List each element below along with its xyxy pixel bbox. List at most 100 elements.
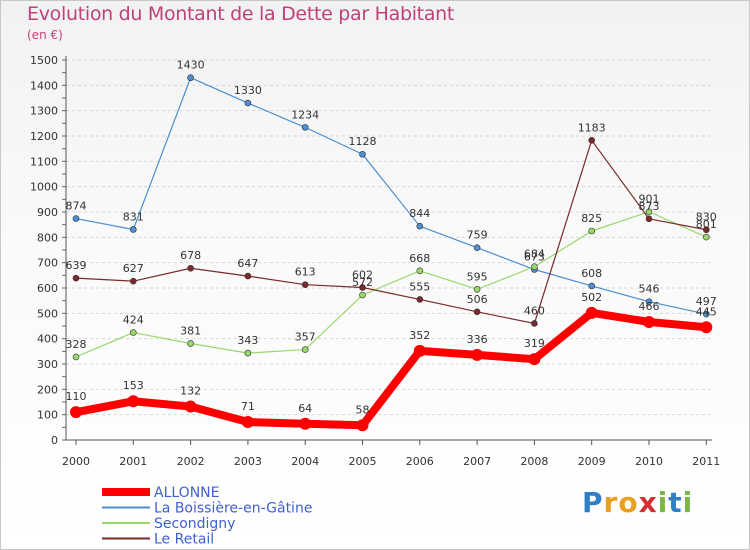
data-label: 502 (581, 291, 602, 304)
x-tick-label: 2000 (62, 455, 90, 468)
data-point (130, 329, 137, 336)
data-label: 874 (66, 200, 87, 213)
legend-entry: Secondigny (154, 516, 235, 532)
series-line-2 (75, 211, 707, 358)
y-tick-label: 800 (37, 231, 58, 244)
data-label: 602 (352, 268, 373, 281)
data-point (187, 264, 194, 272)
y-tick-label: 1100 (30, 155, 58, 168)
data-point (72, 274, 80, 282)
data-label: 1128 (349, 135, 377, 148)
data-point (187, 340, 194, 347)
data-point (473, 285, 481, 293)
data-label: 627 (123, 262, 144, 275)
data-point (70, 406, 82, 419)
data-point (127, 395, 140, 408)
data-label: 64 (298, 402, 312, 415)
data-point (244, 349, 252, 357)
data-point (301, 124, 309, 131)
y-tick-label: 900 (37, 206, 58, 219)
data-point (700, 321, 713, 334)
data-point (356, 419, 369, 432)
data-point (473, 244, 481, 252)
data-label: 71 (241, 400, 255, 413)
x-tick-label: 2002 (177, 455, 205, 468)
data-label: 319 (524, 337, 545, 350)
data-label: 647 (237, 257, 258, 270)
y-tick-label: 1500 (30, 54, 58, 67)
legend-entry: Le Retail (154, 532, 214, 548)
y-tick-label: 400 (37, 333, 58, 346)
data-label: 424 (123, 314, 144, 327)
data-point (588, 282, 596, 290)
y-tick-label: 500 (37, 307, 58, 320)
data-label: 497 (696, 295, 717, 308)
data-label: 153 (123, 379, 144, 392)
x-tick-label: 2011 (692, 455, 720, 468)
data-label: 1330 (234, 84, 262, 97)
proxiti-logo: Proxiti (582, 486, 694, 519)
data-label: 381 (180, 324, 201, 337)
data-label: 825 (581, 212, 602, 225)
data-label: 673 (524, 251, 545, 264)
data-label: 830 (696, 211, 717, 224)
data-label: 466 (639, 300, 660, 313)
data-point (588, 227, 596, 235)
data-point (301, 346, 309, 353)
data-point (702, 310, 710, 318)
data-point (359, 150, 366, 158)
unit-label: (en €) (27, 28, 63, 42)
data-point (184, 400, 197, 413)
data-label: 336 (467, 333, 488, 346)
data-label: 58 (356, 403, 370, 416)
data-label: 608 (581, 267, 602, 280)
y-tick-label: 600 (37, 282, 58, 295)
data-point (531, 263, 538, 271)
series-line-3 (75, 139, 707, 325)
series-line-0 (72, 308, 711, 430)
data-label: 1234 (291, 108, 319, 121)
data-label: 668 (409, 252, 430, 265)
data-label: 445 (696, 305, 717, 318)
x-tick-label: 2005 (349, 455, 377, 468)
data-label: 901 (639, 193, 660, 206)
data-label: 572 (352, 276, 373, 289)
data-label: 1430 (177, 59, 205, 72)
data-point (359, 291, 366, 299)
data-label: 639 (66, 259, 87, 272)
data-label: 506 (467, 293, 488, 306)
y-tick-label: 100 (37, 409, 58, 422)
data-point (244, 272, 252, 280)
x-tick-label: 2004 (291, 455, 319, 468)
data-point (416, 267, 424, 275)
x-tick-label: 2001 (119, 455, 147, 468)
data-point (72, 353, 80, 361)
x-tick-label: 2010 (635, 455, 663, 468)
data-point (241, 416, 254, 429)
data-point (471, 348, 484, 361)
data-label: 844 (409, 207, 430, 220)
data-label: 546 (639, 283, 660, 296)
data-point (72, 215, 80, 222)
data-label: 460 (524, 304, 545, 317)
data-point (528, 353, 541, 366)
data-point (585, 306, 598, 319)
y-tick-label: 0 (51, 434, 58, 447)
data-point (645, 215, 653, 223)
x-tick-label: 2003 (234, 455, 262, 468)
x-tick-label: 2006 (406, 455, 434, 468)
y-tick-label: 200 (37, 383, 58, 396)
y-tick-label: 1400 (30, 79, 58, 92)
data-point (531, 320, 538, 327)
data-label: 110 (66, 390, 87, 403)
x-tick-label: 2008 (520, 455, 548, 468)
data-label: 759 (467, 229, 488, 242)
y-tick-label: 1000 (30, 181, 58, 194)
data-labels: 110 153 132 71 64 58 352 336 319 502 466 445 874 831 1… (66, 59, 717, 417)
data-point (130, 277, 137, 285)
data-point (645, 298, 653, 305)
data-label: 831 (123, 210, 144, 223)
